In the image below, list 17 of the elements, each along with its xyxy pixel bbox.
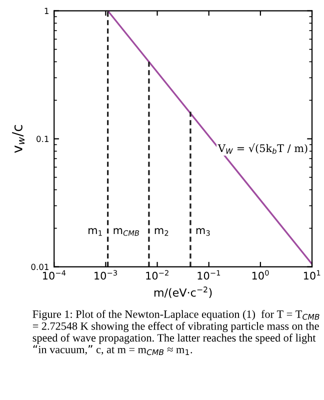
annotation: m$_{2}$ [154,228,168,236]
y-tick-label: 0.1 [36,136,48,142]
x-tick-label: 10$^{−4}$ [43,270,66,280]
annotation: m$_{1}$ [88,228,102,236]
annotation: m$_{3}$ [196,228,210,236]
x-tick-label: 10$^{1}$ [304,270,320,280]
x-axis-title: m/(eV·c$^{−2}$) [154,286,212,298]
x-tick-label: 10$^{−2}$ [146,270,168,280]
y-tick-label: 1 [44,8,48,14]
annotation: m$_{CMB}$ [114,228,140,236]
y-tick-label: 0.01 [31,264,48,270]
x-tick-label: 10$^{0}$ [252,270,269,280]
annotation: V$_{W}$ = √(5k$_{b}$T / m) [218,144,308,154]
x-tick-label: 10$^{−1}$ [198,270,220,280]
y-axis-title: v$_{w}$/c [12,125,25,153]
x-tick-label: 10$^{−3}$ [94,270,117,280]
text: Figure 1: Plot of the Newton-Laplace equation (1) for T = T$_{CMB}$ = 2.72548 K showing the effect of vibrating particle mass on the speed of wave propagation. The latter reaches the speed of light “in vacuum,” c, at m = m$_{CMB}$ ≈ m$_{1}$. [32,310,320,356]
